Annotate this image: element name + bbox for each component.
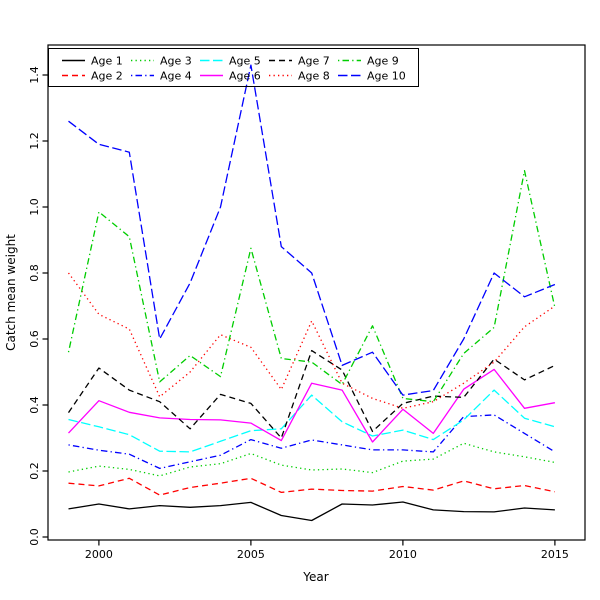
series-line-age-9 [67,170,556,403]
legend-label-age-9: Age 9 [367,55,399,68]
y-tick-label: 1.4 [28,66,41,84]
series-line-age-2 [68,477,556,496]
y-tick-label: 1.0 [28,198,41,216]
legend-box [48,48,419,87]
y-axis: 0.0 0.2 0.4 0.6 0.8 1.0 1.2 1.4 [28,66,48,546]
x-tick-label: 2015 [541,548,569,561]
series-line-age-10 [68,64,556,396]
series-line-age-3 [68,442,556,477]
y-tick-label: 0.8 [28,264,41,282]
legend-label-age-2: Age 2 [91,70,123,83]
y-tick-label: 0.4 [28,396,41,414]
series-line-age-5 [68,389,556,453]
legend-label-age-10: Age 10 [367,70,406,83]
x-tick-label: 2000 [85,548,113,561]
series-lines [67,64,556,522]
series-line-age-7 [67,349,556,439]
legend-label-age-4: Age 4 [160,70,192,83]
legend-label-age-5: Age 5 [229,55,261,68]
y-tick-label: 1.2 [28,132,41,150]
legend-label-age-8: Age 8 [298,70,330,83]
y-axis-title: Catch mean weight [4,234,18,351]
legend-label-age-3: Age 3 [160,55,192,68]
series-line-age-8 [67,272,556,409]
x-tick-label: 2010 [389,548,417,561]
x-axis-title: Year [302,570,328,584]
series-line-age-1 [68,501,555,522]
series-line-age-6 [68,368,556,443]
legend-label-age-1: Age 1 [91,55,123,68]
legend-label-age-6: Age 6 [229,70,261,83]
legend-label-age-7: Age 7 [298,55,330,68]
y-tick-label: 0.6 [28,330,41,348]
legend: Age 1 Age 2 Age 3 Age 4 Age 5 Age 6 Age 7 Age 8… [48,48,419,87]
y-tick-label: 0.0 [28,528,41,546]
y-tick-label: 0.2 [28,462,41,480]
plot-box [47,44,586,541]
series-line-age-4 [68,414,556,470]
x-tick-label: 2005 [237,548,265,561]
x-axis: 2000 2005 2010 2015 [85,540,569,561]
